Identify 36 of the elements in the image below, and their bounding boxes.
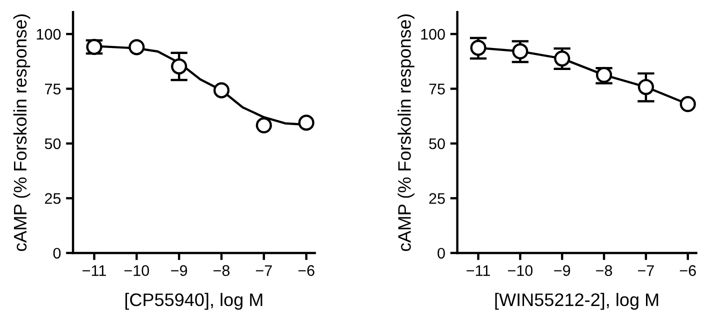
x-tick-label: −9 [554, 265, 570, 276]
y-tick-label: 100 [36, 28, 61, 40]
point [638, 78, 654, 96]
y-tick-label: 75 [45, 84, 61, 94]
x-tick-label: −10 [508, 265, 533, 276]
x-tick-label: −8 [214, 265, 230, 276]
x-tick-label: −8 [596, 265, 612, 276]
y-tick-label: 75 [429, 84, 445, 94]
y-tick-label: 50 [44, 138, 61, 150]
x-tick-label: −6 [680, 265, 696, 276]
point [512, 43, 528, 60]
x-tick-label: −9 [171, 265, 188, 276]
x-axis-title: [WIN55212-2], log M [495, 292, 658, 310]
x-tick-label: −11 [466, 265, 490, 276]
x-tick-label: −11 [82, 265, 106, 276]
point [470, 40, 486, 56]
y-tick-label: 100 [421, 28, 445, 40]
point [554, 50, 570, 67]
y-axis-title: cAMP (% Forskolin response) [398, 14, 414, 252]
y-tick-label: 0 [438, 248, 445, 259]
y-tick-label: 25 [429, 193, 445, 204]
x-tick-label: −7 [256, 265, 272, 276]
point [298, 114, 314, 131]
x-tick-label: −10 [124, 265, 150, 276]
y-axis-title: cAMP (% Forskolin response) [13, 14, 30, 252]
y-tick-label: 25 [45, 193, 61, 204]
point [171, 58, 188, 74]
point [680, 96, 696, 112]
y-tick-label: 0 [53, 248, 61, 259]
y-tick-label: 50 [429, 138, 445, 150]
point [256, 117, 272, 134]
x-tick-label: −7 [638, 265, 654, 276]
x-tick-label: −6 [298, 265, 314, 276]
point [213, 82, 230, 98]
x-axis-title: [CP55940], log M [125, 292, 262, 310]
point [128, 39, 145, 56]
